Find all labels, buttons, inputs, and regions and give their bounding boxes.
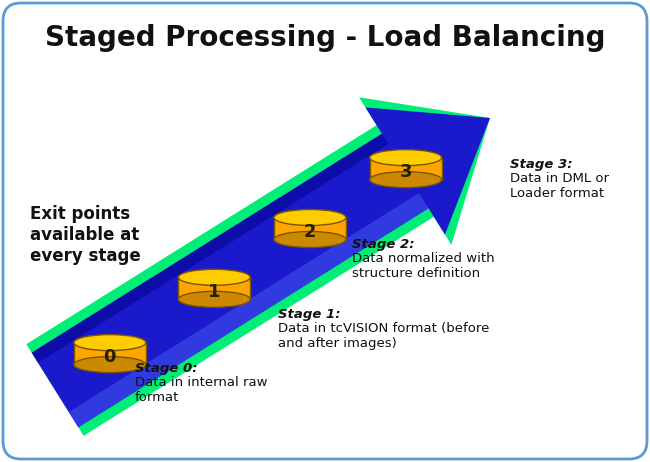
Text: Staged Processing - Load Balancing: Staged Processing - Load Balancing <box>45 24 605 52</box>
Polygon shape <box>27 97 490 436</box>
Text: Data in DML or
Loader format: Data in DML or Loader format <box>510 172 609 200</box>
Text: Data normalized with
structure definition: Data normalized with structure definitio… <box>352 252 495 280</box>
Text: Data in internal raw
format: Data in internal raw format <box>135 376 268 404</box>
Text: 0: 0 <box>103 348 116 366</box>
Text: Stage 2:: Stage 2: <box>352 238 415 251</box>
Ellipse shape <box>178 269 250 286</box>
Ellipse shape <box>74 334 146 351</box>
Ellipse shape <box>370 172 441 188</box>
Text: 2: 2 <box>304 223 316 241</box>
Text: Exit points
available at
every stage: Exit points available at every stage <box>30 205 141 265</box>
Text: Stage 3:: Stage 3: <box>510 158 573 171</box>
Bar <box>74 343 146 365</box>
FancyBboxPatch shape <box>3 3 647 459</box>
Bar <box>370 158 441 180</box>
Ellipse shape <box>370 150 441 166</box>
Ellipse shape <box>178 292 250 307</box>
Bar <box>274 218 346 239</box>
Text: Data in tcVISION format (before
and after images): Data in tcVISION format (before and afte… <box>278 322 489 350</box>
Text: 1: 1 <box>208 283 220 301</box>
Ellipse shape <box>274 209 346 225</box>
Polygon shape <box>32 108 490 427</box>
Text: Stage 0:: Stage 0: <box>135 362 198 375</box>
Bar <box>178 277 250 299</box>
Polygon shape <box>69 193 428 427</box>
Polygon shape <box>32 134 388 363</box>
Text: 3: 3 <box>399 163 412 181</box>
Ellipse shape <box>274 231 346 248</box>
Text: Stage 1:: Stage 1: <box>278 308 341 321</box>
Ellipse shape <box>74 357 146 372</box>
